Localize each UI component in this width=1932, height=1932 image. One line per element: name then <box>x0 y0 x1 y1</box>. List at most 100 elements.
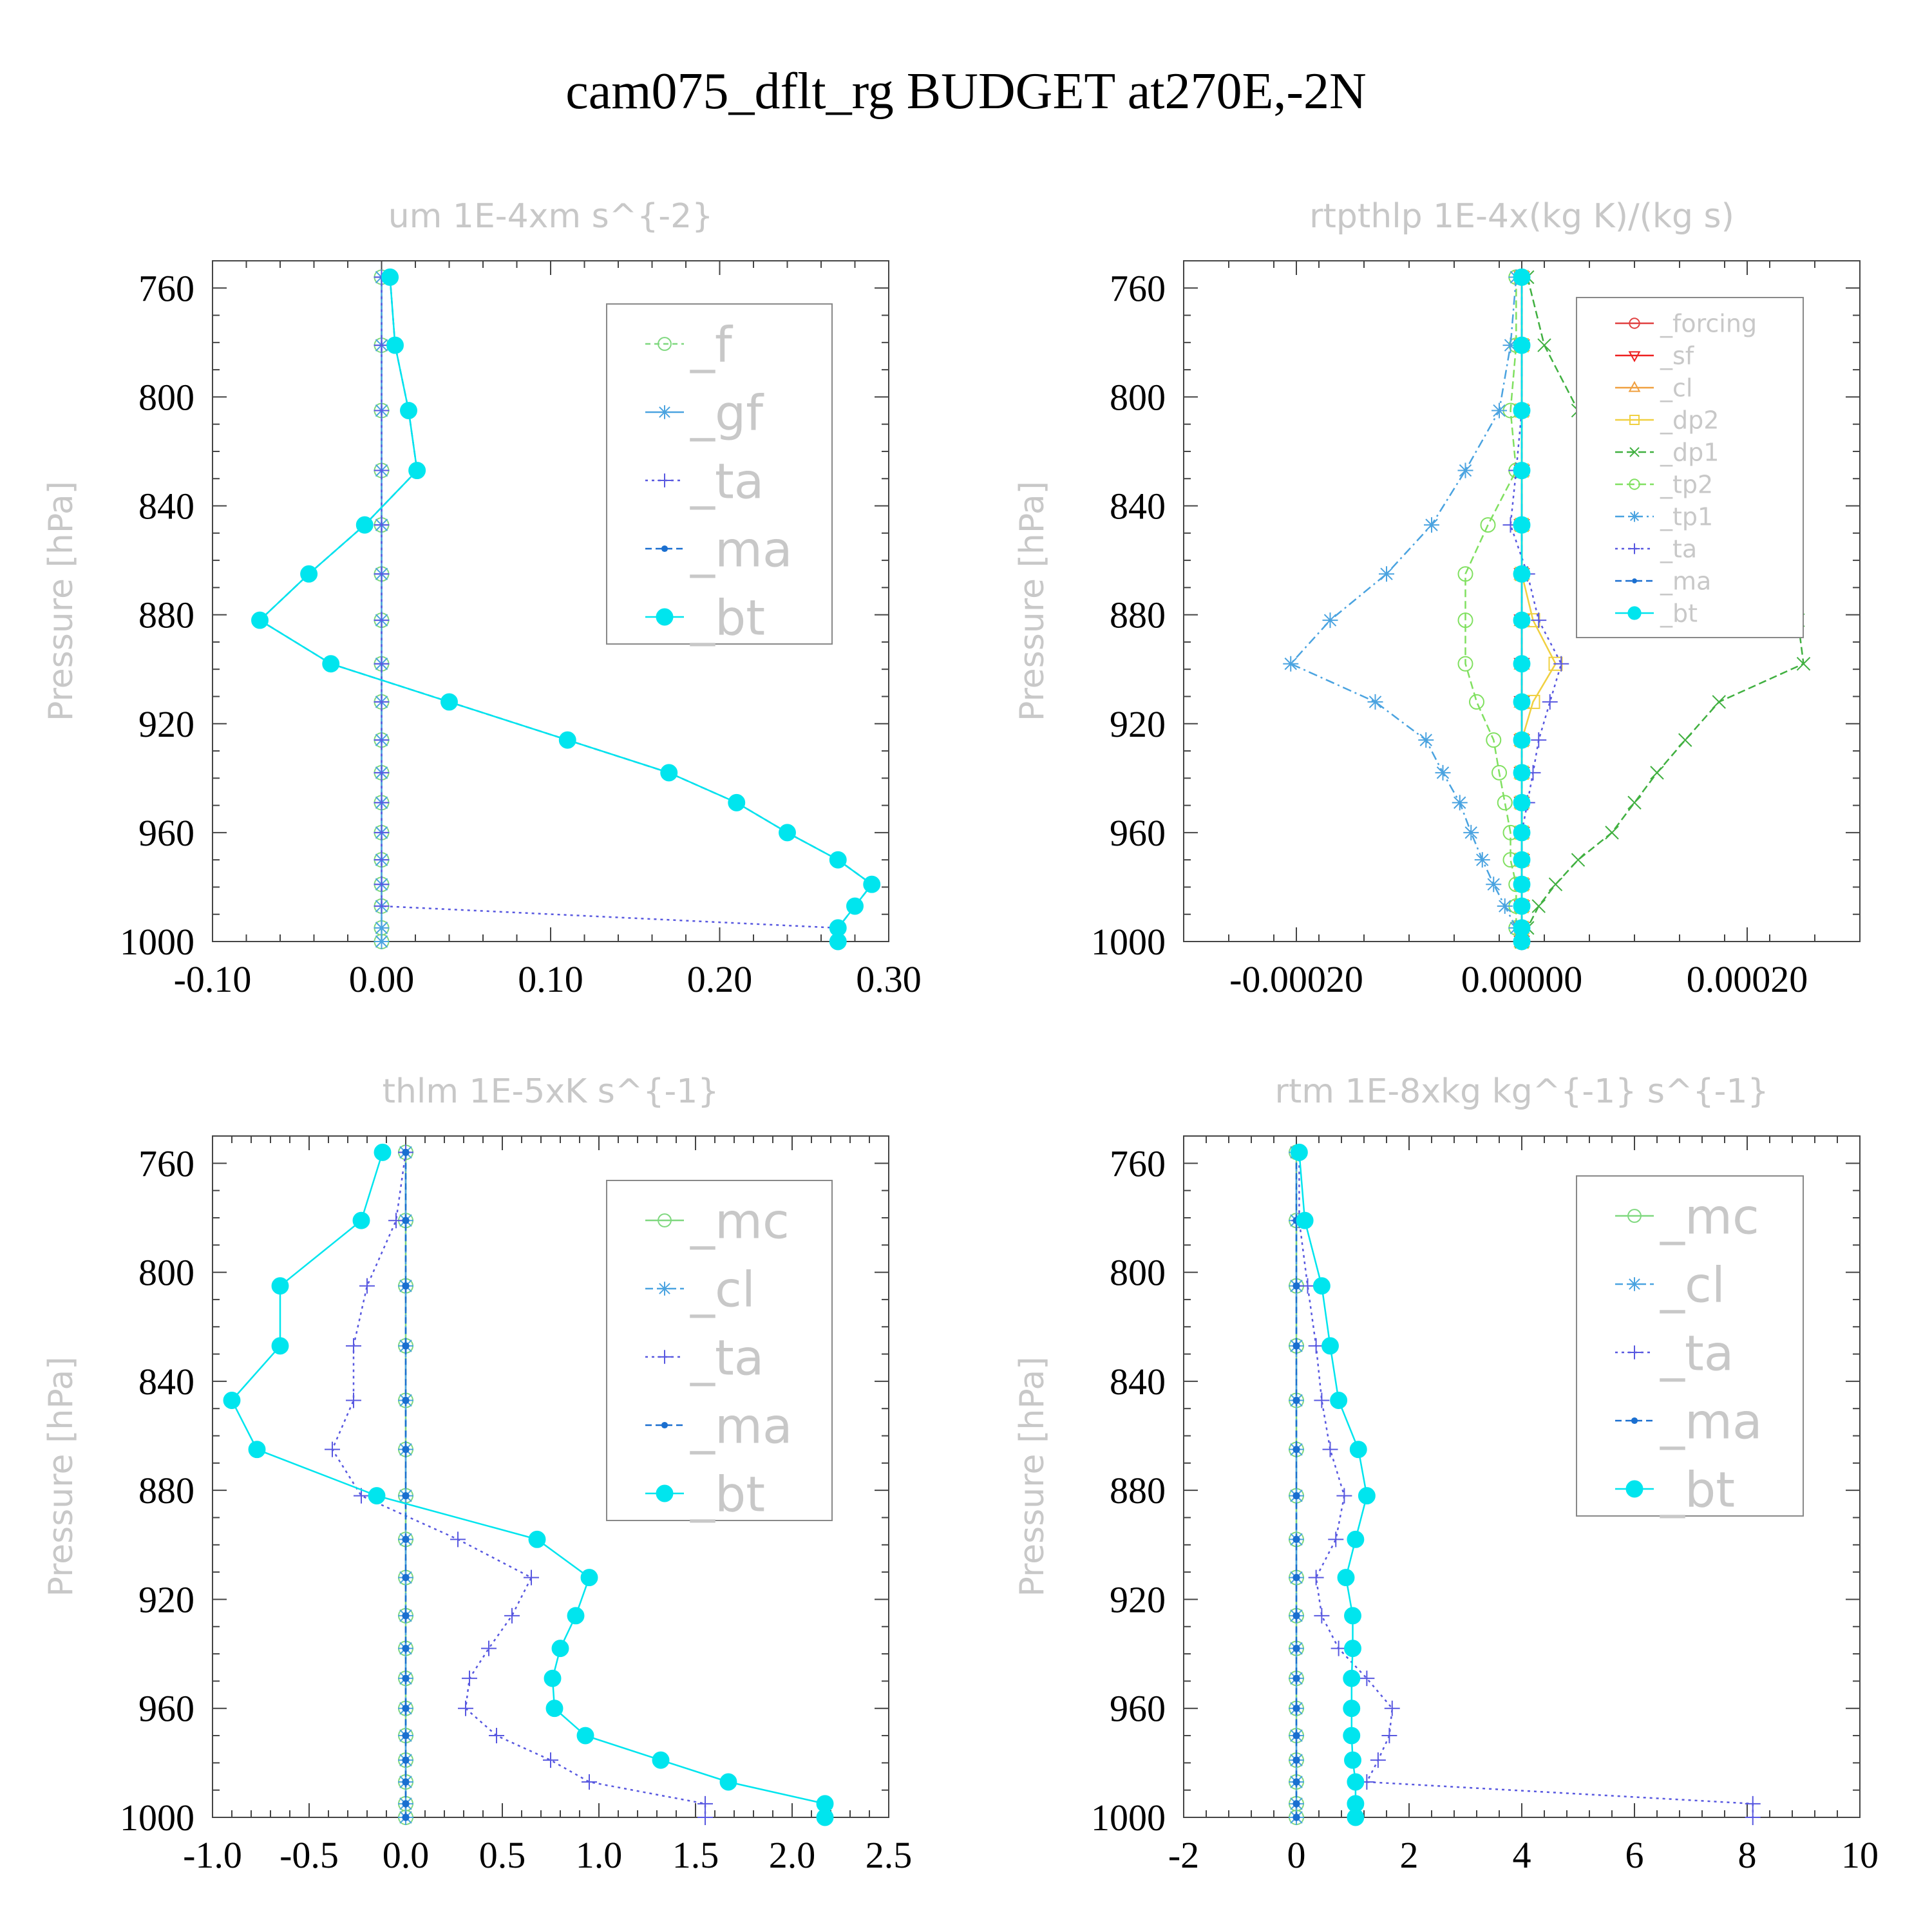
data-point <box>374 656 390 672</box>
legend-label: _bt <box>1660 1461 1735 1518</box>
y-tick-label: 1000 <box>120 1797 194 1839</box>
legend-label: _tp2 <box>1660 471 1713 499</box>
legend: _mc _cl _ta _ma _bt <box>1576 1175 1804 1518</box>
y-tick-label: 960 <box>1110 812 1166 854</box>
data-point <box>1502 337 1519 354</box>
data-point <box>1605 826 1619 840</box>
chart-panel-1: um 1E-4xm s^{-2} Pressure [hPa] 760 800 840 8… <box>42 197 922 1000</box>
chart-panel-3: thlm 1E-5xK s^{-1} Pressure [hPa] 760 800 84… <box>42 1072 912 1876</box>
legend-swatch-marker <box>658 473 672 488</box>
x-tick-label: -2 <box>1168 1834 1199 1876</box>
data-point <box>697 1795 713 1812</box>
data-point <box>1513 851 1531 869</box>
y-axis-label: Pressure [hPa] <box>1013 481 1052 721</box>
data-point <box>346 1392 361 1408</box>
series-line <box>1520 277 1557 942</box>
x-tick-label: 0 <box>1287 1834 1306 1876</box>
data-point <box>544 1669 562 1687</box>
legend-box <box>1576 297 1804 638</box>
legend-label: _ta <box>1660 1324 1734 1381</box>
data-point <box>1343 1700 1361 1718</box>
y-tick-label: 800 <box>1110 376 1166 418</box>
series-line <box>231 1152 826 1817</box>
data-point <box>567 1607 585 1625</box>
data-point <box>300 565 318 583</box>
legend-swatch-marker <box>661 545 668 553</box>
data-point <box>1379 566 1394 582</box>
legend-swatch-marker <box>1627 1277 1642 1291</box>
data-point <box>248 1441 266 1459</box>
data-point <box>543 1752 558 1768</box>
data-point <box>1463 824 1479 840</box>
series-gf <box>374 269 390 949</box>
data-point <box>1457 656 1473 672</box>
data-point <box>1486 876 1502 893</box>
data-point <box>1537 338 1551 352</box>
panel-title: um 1E-4xm s^{-2} <box>388 197 714 236</box>
series-bt <box>1290 1143 1376 1826</box>
data-point <box>374 764 390 781</box>
y-tick-label: 920 <box>138 703 194 745</box>
data-point <box>251 611 269 629</box>
y-tick-label: 880 <box>1110 594 1166 636</box>
data-point <box>719 1773 737 1791</box>
chart-panel-4: rtm 1E-8xkg kg^{-1} s^{-1} Pressure [hPa]… <box>1013 1072 1879 1876</box>
data-point <box>829 851 847 869</box>
legend-label: _ma <box>1660 567 1711 596</box>
legend-swatch-marker <box>1631 1417 1638 1425</box>
data-point <box>1322 1441 1338 1457</box>
data-point <box>402 1814 410 1821</box>
series-line <box>331 1152 706 1817</box>
y-tick-label: 760 <box>1110 267 1166 309</box>
x-tick-label: 8 <box>1738 1834 1757 1876</box>
data-point <box>779 824 796 842</box>
y-tick-label: 840 <box>138 486 194 527</box>
data-point <box>1293 1396 1300 1405</box>
chart-panel-2: rtpthlp 1E-4x(kg K)/(kg s) Pressure [hPa]… <box>1013 197 1861 1000</box>
data-point <box>1474 852 1490 868</box>
panel-title: thlm 1E-5xK s^{-1} <box>383 1072 719 1111</box>
data-point <box>697 1810 713 1825</box>
data-point <box>1553 656 1569 672</box>
legend-label: _cl <box>1660 374 1692 402</box>
legend-swatch-marker <box>1629 543 1640 554</box>
data-point <box>402 1645 410 1653</box>
legend: _forcing _sf _cl _dp2 _dp1 _tp2 _tp1 _ta _ma _bt <box>1576 297 1804 638</box>
data-point <box>402 1492 410 1500</box>
data-point <box>374 694 390 710</box>
x-tick-label: -0.00020 <box>1229 958 1363 1000</box>
data-point <box>1344 1640 1361 1658</box>
data-point <box>1293 1645 1300 1653</box>
series-tp2 <box>1457 269 1530 949</box>
data-point <box>1300 1278 1316 1294</box>
x-tick-label: 0.30 <box>856 958 922 1000</box>
x-tick-label: 0.00 <box>349 958 415 1000</box>
legend-box <box>1576 1175 1804 1517</box>
legend-label: _f <box>690 316 734 373</box>
x-tick-label: 10 <box>1841 1834 1879 1876</box>
legend-label: _ma <box>690 1397 793 1454</box>
legend-label: _ta <box>690 1329 764 1386</box>
data-point <box>1745 1795 1761 1812</box>
data-point <box>1381 1728 1397 1744</box>
data-point <box>402 1612 410 1620</box>
data-point <box>355 516 374 534</box>
data-point <box>1337 1569 1355 1587</box>
legend-swatch-marker <box>658 1213 672 1227</box>
data-point <box>402 1396 410 1405</box>
data-point <box>1296 1211 1314 1229</box>
data-point <box>1469 694 1484 710</box>
y-tick-label: 1000 <box>1091 1797 1166 1839</box>
y-tick-label: 760 <box>138 267 194 309</box>
x-tick-label: 6 <box>1625 1834 1644 1876</box>
series-ta <box>1502 269 1569 949</box>
data-point <box>1344 1751 1361 1769</box>
data-point <box>1548 877 1563 891</box>
data-point <box>545 1700 564 1718</box>
data-point <box>1513 933 1531 951</box>
data-point <box>1497 898 1513 914</box>
y-tick-label: 800 <box>1110 1252 1166 1294</box>
data-point <box>1322 612 1338 629</box>
data-point <box>374 1143 392 1161</box>
data-point <box>524 1569 539 1586</box>
